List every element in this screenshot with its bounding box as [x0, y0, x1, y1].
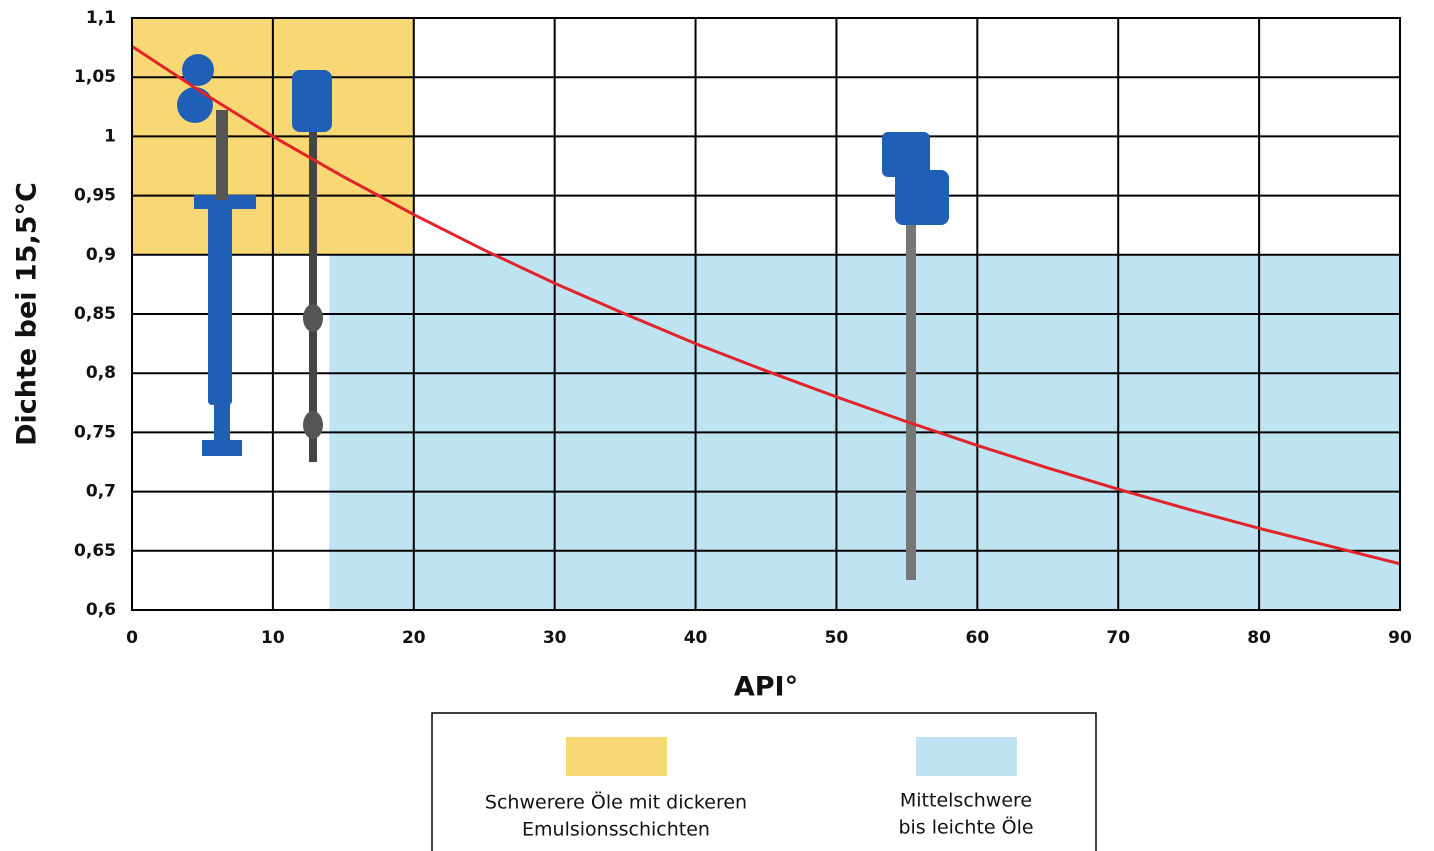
x-axis-label: API°: [734, 672, 798, 703]
x-tick-label: 80: [1247, 628, 1271, 648]
legend-swatch: [916, 737, 1017, 776]
legend-label: Schwerere Öle mit dickeren: [485, 791, 747, 814]
y-tick-label: 0,8: [86, 363, 116, 383]
y-axis-label: Dichte bei 15,5°C: [12, 182, 43, 446]
y-tick-label: 0,85: [74, 304, 116, 324]
legend-label: Emulsionsschichten: [522, 819, 710, 841]
y-tick-label: 0,65: [74, 541, 116, 561]
y-tick-label: 0,95: [74, 186, 116, 206]
y-tick-label: 0,9: [86, 245, 116, 265]
x-tick-label: 10: [261, 628, 285, 648]
x-tick-label: 90: [1388, 628, 1412, 648]
x-tick-label: 70: [1106, 628, 1130, 648]
chart: 0 10 20 30 40 50 60 70 80 90 0,6 0,65 0,7 0,75 0,8 0,85…: [0, 0, 1434, 851]
x-tick-label: 40: [684, 628, 708, 648]
x-tick-label: 0: [126, 628, 138, 648]
y-tick-label: 0,7: [86, 482, 116, 502]
x-tick-label: 60: [965, 628, 989, 648]
x-tick-label: 20: [402, 628, 426, 648]
x-tick-label: 30: [543, 628, 567, 648]
y-tick-label: 1,1: [86, 8, 116, 28]
legend-label: bis leichte Öle: [898, 816, 1033, 839]
x-tick-label: 50: [825, 628, 849, 648]
y-tick-label: 0,6: [86, 600, 116, 620]
legend-swatch: [566, 737, 667, 776]
y-tick-label: 0,75: [74, 422, 116, 442]
legend-label: Mittelschwere: [900, 790, 1032, 812]
y-tick-label: 1: [104, 126, 116, 146]
y-tick-label: 1,05: [74, 67, 116, 87]
